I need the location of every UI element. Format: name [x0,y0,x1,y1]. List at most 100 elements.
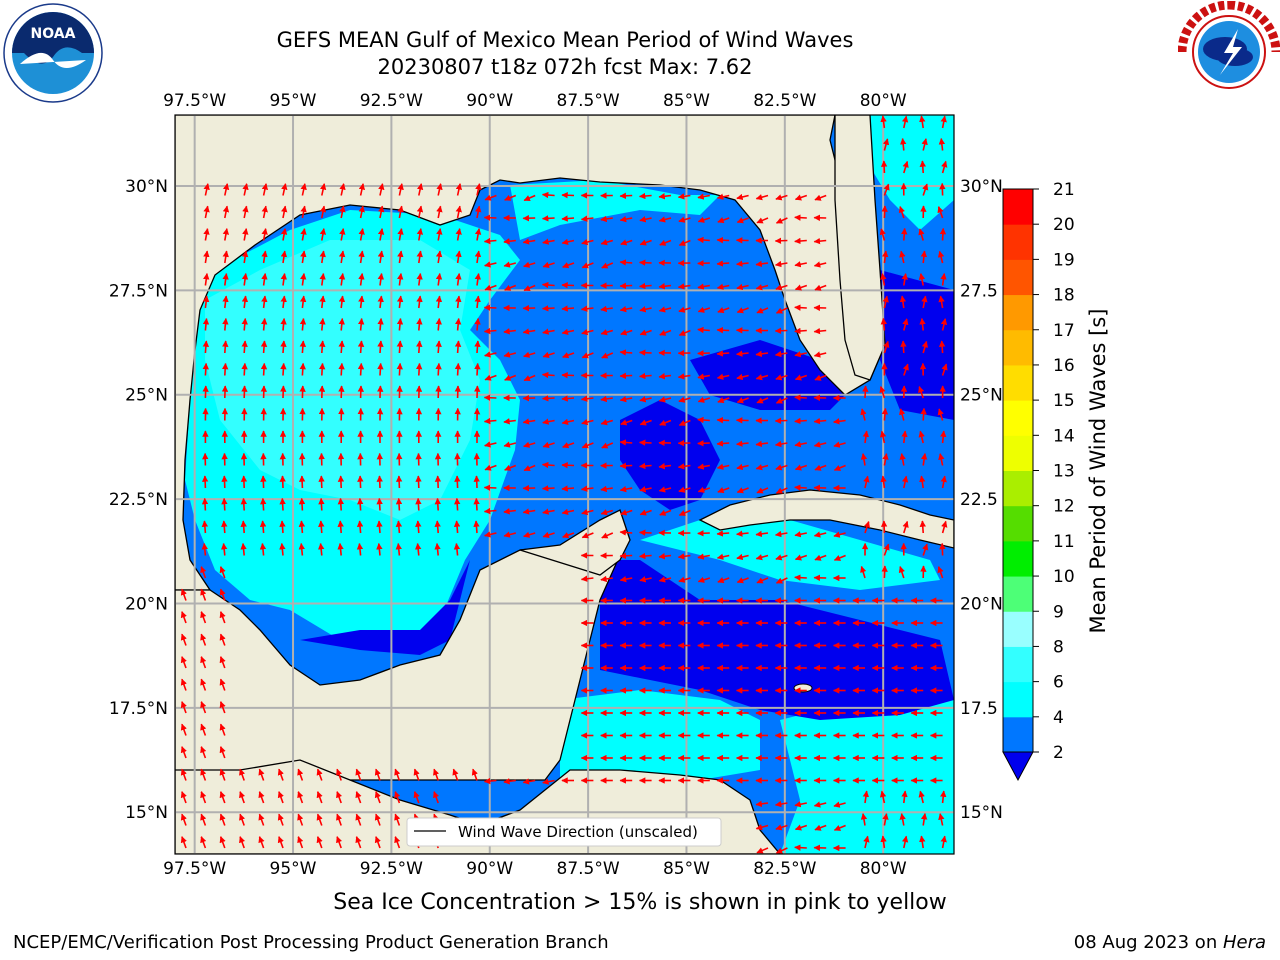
wave-direction-arrow [356,520,364,534]
wave-direction-arrow [473,497,480,511]
wave-direction-arrow [523,441,536,448]
wave-direction-arrow [541,191,555,199]
wave-direction-arrow [580,575,594,582]
wave-direction-arrow [474,228,482,241]
wave-direction-arrow [658,396,672,403]
wave-direction-arrow [561,508,575,515]
wave-direction-arrow [260,317,268,331]
wave-direction-arrow [756,577,769,584]
wave-direction-arrow [357,475,364,489]
wave-direction-arrow [203,228,210,241]
wave-direction-arrow [259,520,267,534]
wave-direction-arrow [620,509,633,516]
wave-direction-arrow [775,194,788,201]
wave-direction-arrow [358,228,365,241]
wave-direction-arrow [503,531,517,538]
wave-direction-arrow [619,529,633,536]
colorbar-segment [1003,611,1033,647]
wave-direction-arrow [318,497,325,511]
colorbar-tick-label: 11 [1053,532,1075,552]
wave-direction-arrow [940,430,947,444]
wave-direction-arrow [794,844,807,851]
colorbar-segment [1003,646,1033,683]
wave-direction-arrow [435,272,443,286]
wave-direction-arrow [541,395,555,402]
wave-direction-arrow [716,416,730,424]
wave-direction-arrow [200,813,207,826]
colorbar-segment [1003,576,1033,612]
wave-direction-arrow [794,214,807,221]
wave-direction-arrow [280,340,287,354]
wave-direction-arrow [756,397,769,404]
wave-direction-arrow [484,464,497,471]
wave-direction-arrow [300,250,307,264]
wave-direction-arrow [222,250,229,264]
wave-direction-arrow [279,542,286,556]
wave-direction-arrow [298,497,306,511]
wave-direction-arrow [541,485,555,492]
wave-direction-arrow [581,442,594,449]
wave-direction-arrow [355,791,362,804]
wave-direction-arrow [919,115,926,129]
colorbar-tick-label: 15 [1053,391,1075,411]
lat-label-right: 22.5 [960,490,998,510]
lat-labels-left: 30°N 27.5°N 25°N 22.5°N 20°N 17.5°N 15°N [109,177,168,823]
wave-direction-arrow [503,238,516,245]
wave-direction-arrow [736,307,749,314]
wave-direction-arrow [316,836,323,849]
colorbar-tick-label: 4 [1053,708,1064,728]
wave-direction-arrow [639,486,652,493]
wave-direction-arrow [201,497,209,511]
wave-direction-arrow [600,215,613,223]
wave-direction-arrow [736,530,749,537]
wave-direction-arrow [355,768,362,781]
wave-direction-arrow [523,284,536,292]
wave-direction-arrow [356,542,364,556]
wave-direction-arrow [337,542,344,556]
wave-direction-arrow [377,272,385,286]
wave-direction-arrow [562,352,575,359]
wave-direction-arrow [219,678,226,691]
wave-direction-arrow [474,250,482,264]
wave-direction-arrow [600,509,614,516]
wave-direction-arrow [475,183,482,196]
wave-direction-arrow [241,317,248,331]
wave-direction-arrow [219,701,226,714]
wave-direction-arrow [697,463,710,470]
deepblue-region-central [620,400,720,510]
lon-label-top: 82.5°W [753,91,816,111]
wave-direction-arrow [938,453,945,466]
wave-direction-arrow [678,486,691,493]
wave-direction-arrow [200,633,207,646]
wave-direction-arrow [880,520,888,534]
cyan-region-south-caribbean [780,700,954,854]
wave-direction-arrow [900,340,907,354]
colorbar-label: Mean Period of Wind Waves [s] [1086,309,1110,634]
wave-direction-arrow [415,497,422,511]
wave-direction-arrow [794,441,807,448]
colorbar-tick-label: 9 [1053,602,1064,622]
wave-direction-arrow [940,318,948,331]
wave-direction-arrow [337,475,345,489]
wave-direction-arrow [542,418,555,425]
wave-direction-arrow [813,531,827,538]
colorbar-segment [1003,189,1033,225]
wave-direction-arrow [677,463,691,470]
wave-direction-arrow [336,813,343,826]
wave-direction-arrow [337,497,345,511]
wave-direction-arrow [941,363,948,376]
wave-direction-arrow [581,328,594,336]
wave-direction-arrow [736,553,749,561]
wave-direction-arrow [503,508,516,515]
wave-direction-arrow [619,462,633,470]
wave-direction-arrow [416,205,424,219]
wave-direction-arrow [434,475,442,489]
footer-credit: NCEP/EMC/Verification Post Processing Pr… [13,932,609,953]
wave-direction-arrow [416,272,423,286]
wave-direction-arrow [561,485,575,492]
wave-direction-arrow [678,329,691,336]
wave-direction-arrow [523,261,536,268]
wave-direction-arrow [483,327,497,335]
wave-direction-arrow [541,305,555,312]
wave-direction-arrow [357,317,365,331]
